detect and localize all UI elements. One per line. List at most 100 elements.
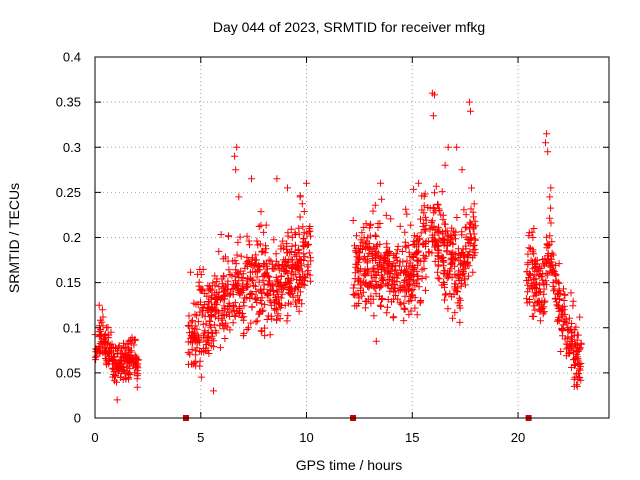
data-point <box>273 316 281 324</box>
y-tick-label: 0 <box>74 411 81 426</box>
data-point <box>195 282 203 290</box>
data-point <box>425 248 433 256</box>
data-point <box>536 281 544 289</box>
data-point <box>571 340 579 348</box>
data-point <box>267 257 275 265</box>
data-point <box>389 314 397 322</box>
data-point <box>448 273 456 281</box>
data-point <box>232 277 239 285</box>
data-point <box>453 214 461 221</box>
data-point <box>441 291 449 299</box>
data-point <box>547 204 555 212</box>
data-point <box>469 268 477 276</box>
data-point <box>220 273 228 281</box>
data-point <box>109 365 116 373</box>
data-point <box>250 262 258 270</box>
data-point <box>96 347 103 355</box>
data-point <box>564 333 572 341</box>
data-point <box>442 290 450 298</box>
data-point <box>456 253 464 261</box>
data-point <box>248 303 256 311</box>
data-point <box>536 317 544 325</box>
data-point <box>452 235 459 243</box>
data-point <box>232 266 240 274</box>
data-point <box>400 317 408 325</box>
data-point <box>268 282 276 290</box>
data-point <box>560 306 568 314</box>
data-point <box>561 310 569 318</box>
data-point <box>444 143 452 151</box>
data-point <box>525 285 533 293</box>
data-point <box>133 362 141 370</box>
data-point <box>431 91 438 99</box>
data-point <box>187 331 195 339</box>
data-point <box>256 310 264 318</box>
data-point <box>556 289 564 297</box>
data-point <box>237 267 245 275</box>
data-point <box>540 261 548 269</box>
data-point <box>401 276 409 284</box>
data-point <box>419 239 427 247</box>
data-point <box>285 284 293 292</box>
data-point <box>464 235 472 243</box>
data-point <box>542 277 550 285</box>
data-point <box>274 310 282 318</box>
data-point <box>403 257 411 265</box>
data-point <box>401 286 409 294</box>
data-point <box>525 274 532 282</box>
data-point <box>208 329 216 337</box>
data-point <box>370 312 378 320</box>
data-point <box>296 288 304 296</box>
data-point <box>237 252 245 260</box>
data-point <box>569 346 577 354</box>
data-point <box>277 279 285 287</box>
data-point <box>205 350 213 357</box>
data-point <box>569 302 577 310</box>
data-point <box>371 231 379 239</box>
data-point <box>440 236 448 244</box>
data-point <box>378 295 386 303</box>
data-point <box>279 237 287 245</box>
data-point <box>435 242 443 250</box>
data-point <box>260 228 268 236</box>
data-point <box>304 263 312 271</box>
data-point <box>114 350 122 358</box>
data-point <box>261 301 269 309</box>
y-tick-label: 0.2 <box>63 230 81 245</box>
data-point <box>403 210 411 218</box>
data-point <box>401 292 409 300</box>
data-point <box>208 293 216 301</box>
data-point <box>543 130 551 138</box>
data-point <box>306 271 314 279</box>
data-point <box>102 343 110 351</box>
data-point <box>361 304 369 312</box>
data-point <box>461 224 469 232</box>
data-point <box>196 266 204 273</box>
data-point <box>205 298 212 305</box>
data-point <box>206 283 214 291</box>
data-point <box>465 239 473 247</box>
data-point <box>233 282 241 289</box>
data-point <box>363 259 371 267</box>
data-point <box>301 274 308 282</box>
data-point <box>197 373 205 381</box>
data-point <box>284 232 292 240</box>
data-point <box>429 112 437 120</box>
data-point <box>458 231 466 239</box>
data-point <box>283 278 291 286</box>
data-point <box>525 232 533 240</box>
data-point <box>257 208 265 216</box>
data-point <box>213 301 221 309</box>
data-point <box>565 314 573 322</box>
data-point <box>532 275 540 283</box>
x-tick-label: 20 <box>511 430 525 445</box>
data-point <box>432 182 440 190</box>
data-point <box>258 300 266 308</box>
data-point <box>370 283 378 291</box>
data-point <box>447 236 455 244</box>
data-point <box>354 245 362 252</box>
data-point <box>548 238 556 246</box>
data-point <box>277 242 285 250</box>
data-point <box>547 184 555 192</box>
data-point <box>279 261 286 268</box>
